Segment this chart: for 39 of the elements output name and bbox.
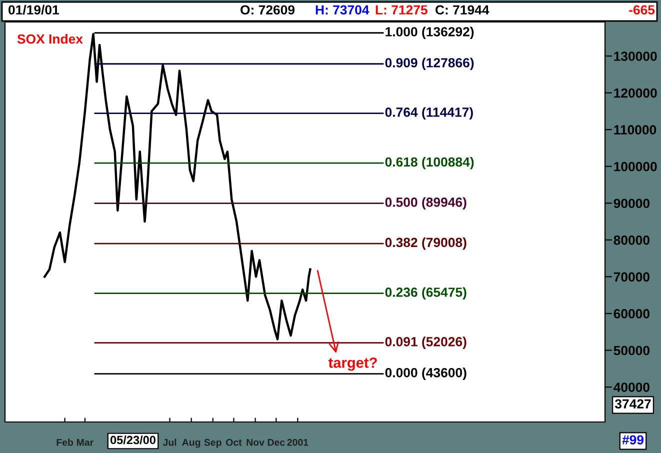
y-tick-label: 120000 — [614, 88, 657, 98]
x-tick-label: Jul — [162, 438, 176, 446]
text: H: 73704 — [316, 5, 370, 15]
ref-line-label: 0.000 (43600) — [385, 368, 466, 380]
y-tick-label: 80000 — [614, 236, 650, 245]
text: C: 71944 — [436, 5, 490, 15]
x-tick-label: Mar — [76, 439, 94, 446]
x-tick-label: Aug — [182, 438, 200, 448]
text: L: 71275 — [376, 5, 428, 15]
x-tick-label: Oct — [226, 438, 242, 446]
x-tick-label: Nov — [246, 439, 264, 446]
text: #99 — [622, 435, 644, 445]
x-tick-label: Dec — [268, 439, 285, 446]
y-tick-label: 40000 — [614, 382, 650, 392]
y-tick-label: 60000 — [614, 309, 650, 318]
text: 05/23/00 — [110, 435, 156, 444]
y-tick-label: 70000 — [614, 272, 650, 282]
x-tick-label: 2001 — [287, 438, 308, 446]
text: SOX Index — [17, 34, 83, 44]
ref-line-label: 0.236 (65475) — [385, 287, 466, 300]
text: 37427 — [614, 399, 651, 409]
y-tick-label: 90000 — [614, 198, 650, 208]
y-tick-label: 110000 — [614, 125, 656, 134]
ref-line-label: 0.618 (100884) — [385, 156, 474, 170]
text: -665 — [629, 5, 655, 15]
y-tick-label: 130000 — [614, 52, 657, 61]
y-tick-label: 100000 — [614, 162, 657, 172]
ref-line-label: 1.000 (136292) — [386, 26, 474, 40]
y-tick-label: 50000 — [614, 346, 650, 356]
ref-line-label: 0.091 (52026) — [385, 336, 466, 349]
x-tick-label: Sep — [204, 438, 222, 448]
text: O: 72609 — [240, 5, 295, 15]
ref-line-label: 0.500 (89946) — [385, 197, 466, 210]
ref-line-label: 0.909 (127866) — [385, 58, 474, 70]
ref-line-label: 0.764 (114417) — [385, 107, 473, 120]
text: 01/19/01 — [8, 4, 59, 15]
annotation: target? — [328, 358, 377, 371]
x-tick-label: Feb — [56, 438, 74, 446]
ref-line-label: 0.382 (79008) — [385, 237, 466, 250]
